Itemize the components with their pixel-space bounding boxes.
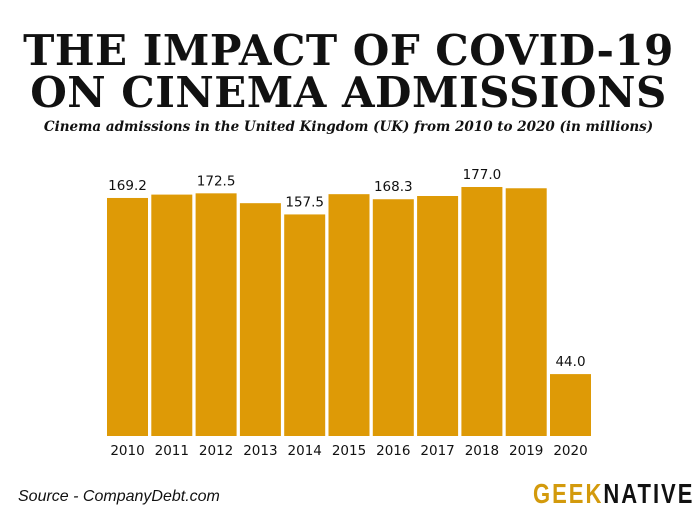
x-tick-label-2015: 2015	[332, 443, 366, 459]
chart-title-line-2: ON CINEMA ADMISSIONS	[30, 68, 667, 117]
x-tick-label-2012: 2012	[199, 443, 233, 459]
chart-title: THE IMPACT OF COVID-19 ON CINEMA ADMISSI…	[0, 30, 697, 114]
bar-2010	[107, 197, 148, 436]
bar-2019	[505, 188, 547, 436]
bar-2020	[550, 374, 591, 436]
bar-2012	[195, 193, 237, 436]
bar-2015	[328, 194, 370, 436]
x-tick-label-2016: 2016	[376, 443, 410, 459]
bar-chart: 2010 169.2 2011 2012 172.5 2013 2014 157.5 2015 2…	[107, 167, 591, 459]
x-tick-label-2018: 2018	[465, 443, 499, 459]
x-tick-label-2017: 2017	[420, 443, 454, 459]
geek-native-logo: GEEKNATIVE	[533, 472, 693, 516]
data-label-2010: 169.2	[108, 178, 147, 194]
chart-subtitle: Cinema admissions in the United Kingdom …	[43, 119, 654, 135]
bar-2013	[239, 203, 281, 436]
data-label-2014: 157.5	[285, 194, 324, 210]
chart-title-line-1: THE IMPACT OF COVID-19	[23, 26, 674, 75]
logo-native-text: NATIVE	[603, 477, 695, 509]
x-tick-label-2014: 2014	[288, 443, 322, 459]
logo-wordmark: GEEKNATIVE	[533, 478, 694, 511]
bar-2018	[461, 187, 503, 436]
bar-2017	[417, 196, 459, 436]
x-tick-label-2020: 2020	[553, 443, 587, 459]
data-label-2016: 168.3	[374, 179, 413, 195]
source-credit: Source - CompanyDebt.com	[18, 488, 220, 505]
logo-geek-text: GEEK	[533, 477, 604, 509]
data-label-2012: 172.5	[197, 173, 236, 189]
x-tick-label-2010: 2010	[110, 443, 144, 459]
bar-2014	[284, 214, 326, 436]
x-tick-label-2013: 2013	[243, 443, 277, 459]
bar-2016	[372, 199, 414, 436]
data-label-2018: 177.0	[463, 167, 502, 183]
bar-2011	[151, 194, 193, 436]
x-tick-label-2019: 2019	[509, 443, 543, 459]
x-tick-label-2011: 2011	[155, 443, 189, 459]
data-label-2020: 44.0	[555, 354, 585, 370]
